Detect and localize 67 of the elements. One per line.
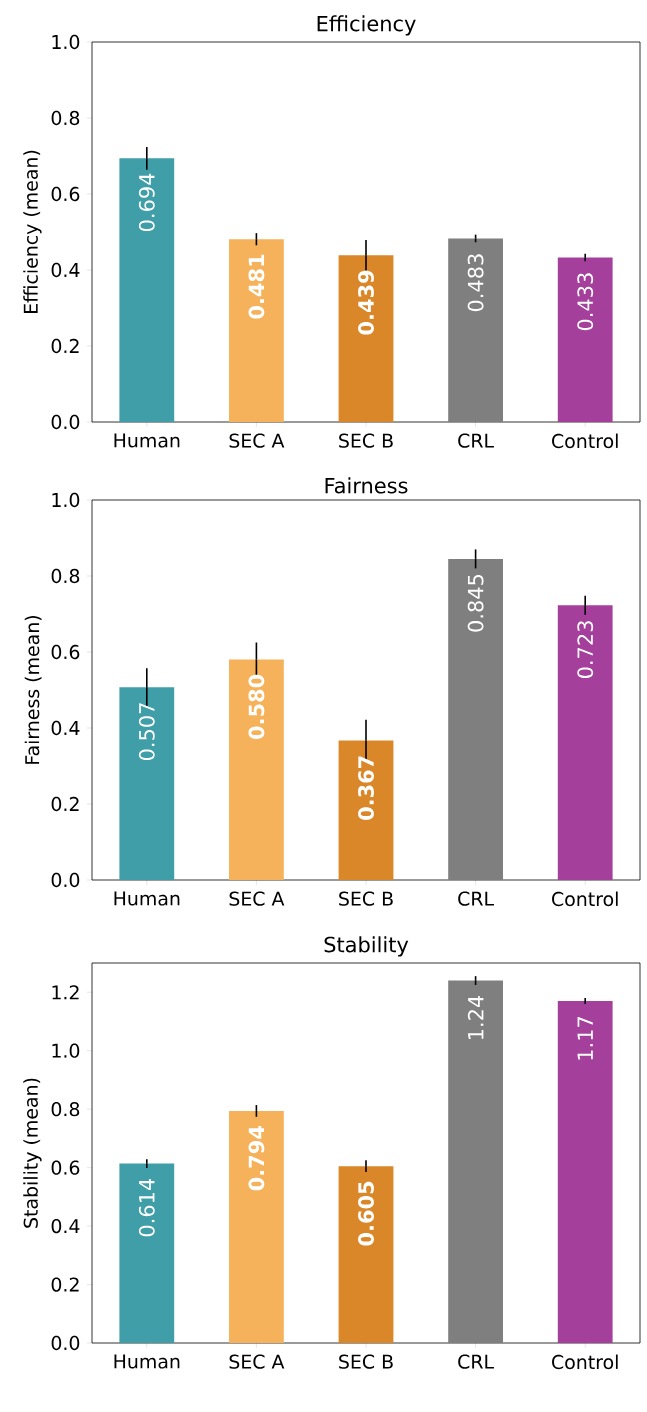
x-tick-label: Human bbox=[114, 1354, 180, 1369]
y-tick-label: 0.2 bbox=[51, 1277, 79, 1292]
y-axis-title: Stability (mean) bbox=[23, 1078, 42, 1228]
y-tick-label: 0.4 bbox=[51, 720, 80, 736]
y-tick-label: 0.2 bbox=[51, 796, 79, 812]
x-tick-label: SEC B bbox=[339, 433, 393, 448]
x-tick-label: SEC B bbox=[339, 1354, 393, 1369]
x-tick-label: Human bbox=[114, 891, 180, 906]
y-tick-label: 0.0 bbox=[51, 414, 80, 430]
x-tick-label: CRL bbox=[458, 433, 494, 448]
bar bbox=[557, 605, 613, 881]
y-tick-label: 0.8 bbox=[51, 1102, 80, 1117]
bar bbox=[229, 659, 284, 881]
y-tick-label: 0.0 bbox=[51, 1335, 80, 1351]
data-label: 0.507 bbox=[138, 703, 155, 761]
x-tick-label: Control bbox=[552, 1354, 618, 1370]
bar bbox=[229, 239, 284, 422]
x-tick-label: Control bbox=[552, 433, 618, 449]
data-label: 0.723 bbox=[577, 621, 594, 678]
data-label: 0.614 bbox=[138, 1178, 155, 1237]
chart-title: Stability bbox=[324, 936, 409, 957]
bar bbox=[119, 687, 175, 881]
data-label: 0.694 bbox=[138, 173, 155, 231]
data-label: 0.845 bbox=[467, 574, 484, 632]
data-label: 0.483 bbox=[467, 254, 484, 312]
x-tick-label: SEC A bbox=[229, 433, 285, 448]
x-tick-label: Human bbox=[114, 433, 180, 448]
y-tick-label: 1.0 bbox=[52, 492, 80, 508]
bar bbox=[229, 1110, 284, 1344]
data-label: 0.580 bbox=[248, 674, 265, 739]
y-tick-label: 0.0 bbox=[51, 872, 80, 888]
y-tick-label: 0.6 bbox=[51, 644, 80, 660]
y-tick-label: 1.2 bbox=[52, 985, 79, 1000]
bar bbox=[338, 740, 394, 881]
data-label: 0.481 bbox=[248, 254, 265, 319]
y-axis-title: Efficiency (mean) bbox=[23, 150, 42, 313]
bar bbox=[557, 257, 613, 422]
data-label: 1.17 bbox=[577, 1017, 593, 1060]
bar bbox=[119, 158, 175, 422]
bar bbox=[557, 1001, 613, 1344]
x-tick-label: SEC A bbox=[229, 1354, 285, 1369]
y-tick-label: 0.6 bbox=[51, 1160, 80, 1175]
chart-title: Fairness bbox=[325, 477, 408, 494]
data-label: 0.439 bbox=[358, 270, 374, 335]
y-tick-label: 0.8 bbox=[51, 110, 80, 126]
x-tick-label: Control bbox=[552, 891, 618, 907]
x-tick-label: CRL bbox=[458, 1354, 494, 1369]
y-tick-label: 0.4 bbox=[51, 262, 80, 278]
x-tick-label: SEC B bbox=[339, 891, 393, 906]
chart-title: Efficiency bbox=[317, 15, 416, 36]
y-tick-label: 0.4 bbox=[51, 1218, 80, 1234]
data-label: 0.794 bbox=[248, 1126, 265, 1191]
data-label: 1.24 bbox=[467, 995, 484, 1040]
y-tick-label: 1.0 bbox=[52, 34, 80, 50]
x-tick-label: CRL bbox=[458, 891, 494, 906]
bar bbox=[119, 1163, 175, 1344]
y-tick-label: 1.0 bbox=[52, 1043, 80, 1058]
y-tick-label: 0.2 bbox=[51, 338, 79, 354]
y-tick-label: 0.6 bbox=[51, 186, 80, 202]
data-label: 0.605 bbox=[358, 1181, 374, 1246]
x-tick-label: SEC A bbox=[229, 891, 285, 906]
data-label: 0.367 bbox=[358, 756, 374, 820]
data-label: 0.433 bbox=[577, 273, 594, 331]
bar bbox=[338, 1166, 394, 1344]
y-axis-title: Fairness (mean) bbox=[24, 616, 42, 764]
bar bbox=[338, 255, 394, 422]
y-tick-label: 0.8 bbox=[51, 568, 80, 584]
